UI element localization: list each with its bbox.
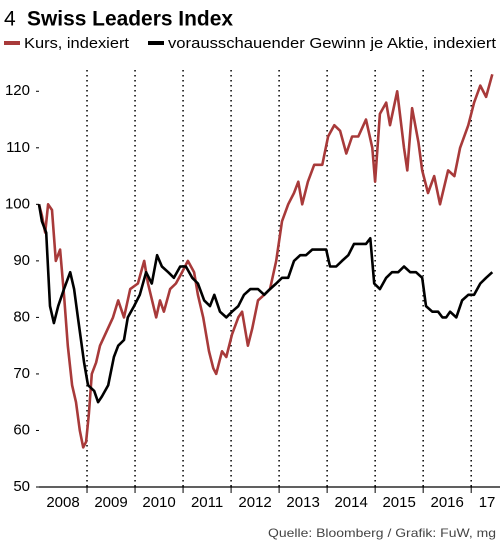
x-tick-label: 2016 [430, 494, 463, 511]
x-tick-label: 2009 [94, 494, 127, 511]
x-tick-label: 2014 [334, 494, 367, 511]
y-tick-label: 80 [13, 308, 30, 325]
source: Quelle: Bloomberg / Grafik: FuW, mg [268, 526, 496, 540]
y-tick-label: 120 [5, 82, 30, 99]
series-line [37, 204, 494, 404]
x-tick-label: 2010 [142, 494, 175, 511]
x-tick-label: 2013 [286, 494, 319, 511]
y-tick-label: 50 [13, 478, 30, 495]
x-tick-label: 2015 [382, 494, 415, 511]
x-tick-label: 17 [479, 494, 496, 511]
legend-label: Kurs, indexiert [24, 35, 130, 52]
y-tick-label: 60 [13, 421, 30, 438]
x-tick-label: 2008 [46, 494, 79, 511]
x-tick-label: 2012 [238, 494, 271, 511]
y-tick-label: 100 [5, 195, 30, 212]
chart-title: Swiss Leaders Index [27, 8, 233, 31]
series-line [37, 73, 494, 449]
legend-label: vorausschauender Gewinn je Aktie, indexi… [168, 35, 497, 52]
y-tick-label: 110 [6, 139, 30, 156]
y-tick-label: 90 [13, 252, 30, 269]
x-tick-label: 2011 [191, 494, 223, 511]
y-tick-label: 70 [13, 365, 30, 382]
chart-number: 4 [4, 8, 16, 31]
